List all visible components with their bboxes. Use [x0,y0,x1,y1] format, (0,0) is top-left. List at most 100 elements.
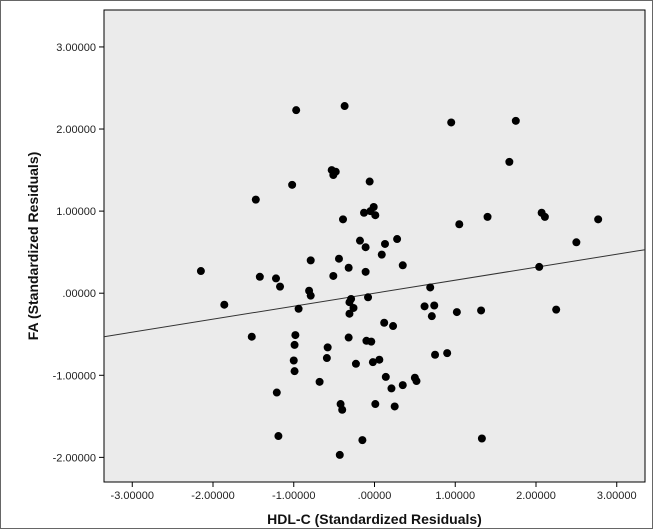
data-point [443,349,452,358]
data-point [390,402,399,411]
data-point [426,283,435,292]
data-point [274,432,283,441]
data-point [594,215,603,224]
data-point [371,211,380,220]
data-point [291,331,300,340]
data-point [387,384,396,393]
data-point [355,236,364,245]
data-point [540,212,549,221]
data-point [335,450,344,459]
data-point [483,212,492,221]
data-point [368,358,377,367]
data-point [380,239,389,248]
x-axis-title: HDL-C (Standardized Residuals) [267,511,482,527]
data-point [294,304,303,313]
data-point [290,367,299,376]
x-tick-label: -1.00000 [272,490,315,502]
points-layer [196,102,603,459]
data-point [420,302,429,311]
data-point [505,157,514,166]
x-tick-label: -2.00000 [191,490,234,502]
data-point [306,291,315,300]
data-point [271,274,280,283]
data-point [196,267,205,276]
data-point [339,215,348,224]
data-point [334,254,343,263]
data-point [306,256,315,265]
y-tick-label: -1.00000 [53,370,96,382]
data-point [431,350,440,359]
data-point [380,318,389,327]
data-point [361,243,370,252]
data-point [367,337,376,346]
x-tick-label: .00000 [358,490,392,502]
data-point [412,377,421,386]
y-tick-label: 3.00000 [56,42,96,54]
data-point [344,333,353,342]
data-point [345,309,354,318]
data-point [338,405,347,414]
data-point [511,116,520,125]
data-point [398,381,407,390]
data-point [247,332,256,341]
data-point [358,436,367,445]
data-point [398,261,407,270]
data-point [272,388,281,397]
fit-line [103,249,646,338]
data-point [389,322,398,331]
data-point [292,106,301,115]
y-tick-label: .00000 [62,288,96,300]
data-point [255,272,264,281]
data-point [276,282,285,291]
data-point [331,167,340,176]
data-point [381,372,390,381]
data-point [369,203,378,212]
fit-line-layer [103,249,646,338]
plot-area [103,9,646,483]
data-point [315,377,324,386]
x-tick-label: 1.00000 [435,490,475,502]
data-point [371,400,380,409]
data-point [290,340,299,349]
data-point [552,305,561,314]
x-axis: -3.00000 -2.00000 -1.00000 .00000 1.00000 2.0… [111,482,637,502]
y-tick-label: 1.00000 [56,206,96,218]
data-point [323,343,332,352]
y-tick-label: 2.00000 [56,124,96,136]
data-point [572,238,581,247]
data-point [344,263,353,272]
data-point [351,359,360,368]
x-tick-label: 2.00000 [516,490,556,502]
data-point [477,434,486,443]
data-point [251,195,260,204]
data-point [365,177,374,186]
data-point [477,306,486,315]
data-point [377,250,386,259]
data-point [360,208,369,217]
data-point [535,262,544,271]
data-point [455,220,464,229]
data-point [393,235,402,244]
y-axis: -2.00000 -1.00000 .00000 1.00000 2.00000 3.00… [53,42,104,464]
data-point [361,267,370,276]
data-point [289,356,298,365]
data-point [288,180,297,189]
data-point [220,300,229,309]
data-point [345,298,354,307]
data-point [427,312,436,321]
data-point [430,301,439,310]
x-tick-label: 3.00000 [597,490,637,502]
y-tick-label: -2.00000 [53,452,96,464]
data-point [447,118,456,127]
x-tick-label: -3.00000 [111,490,154,502]
y-axis-title: FA (Standardized Residuals) [25,152,41,341]
data-point [322,354,331,363]
data-point [349,303,358,312]
data-point [340,102,349,111]
data-point [452,308,461,317]
data-point [329,271,338,280]
data-point [364,293,373,302]
data-point [375,355,384,364]
